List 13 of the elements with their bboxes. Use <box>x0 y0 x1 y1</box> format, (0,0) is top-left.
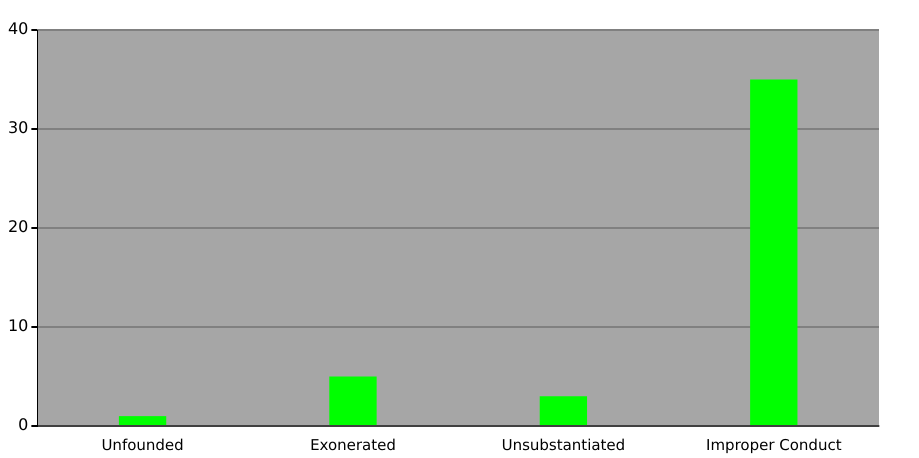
y-tick-label: 0 <box>18 415 28 434</box>
x-tick-label: Exonerated <box>310 436 396 454</box>
y-tick-label: 40 <box>8 19 28 38</box>
y-tick-label: 30 <box>8 118 28 138</box>
x-tick-label: Unsubstantiated <box>502 436 626 454</box>
bar <box>329 376 377 425</box>
x-tick-label: Unfounded <box>101 436 184 454</box>
x-tick-label: Improper Conduct <box>706 436 842 454</box>
bar <box>750 80 798 425</box>
y-tick-label: 10 <box>8 316 28 336</box>
bar <box>540 396 588 425</box>
y-tick-label: 20 <box>8 217 28 236</box>
bar <box>118 416 166 425</box>
